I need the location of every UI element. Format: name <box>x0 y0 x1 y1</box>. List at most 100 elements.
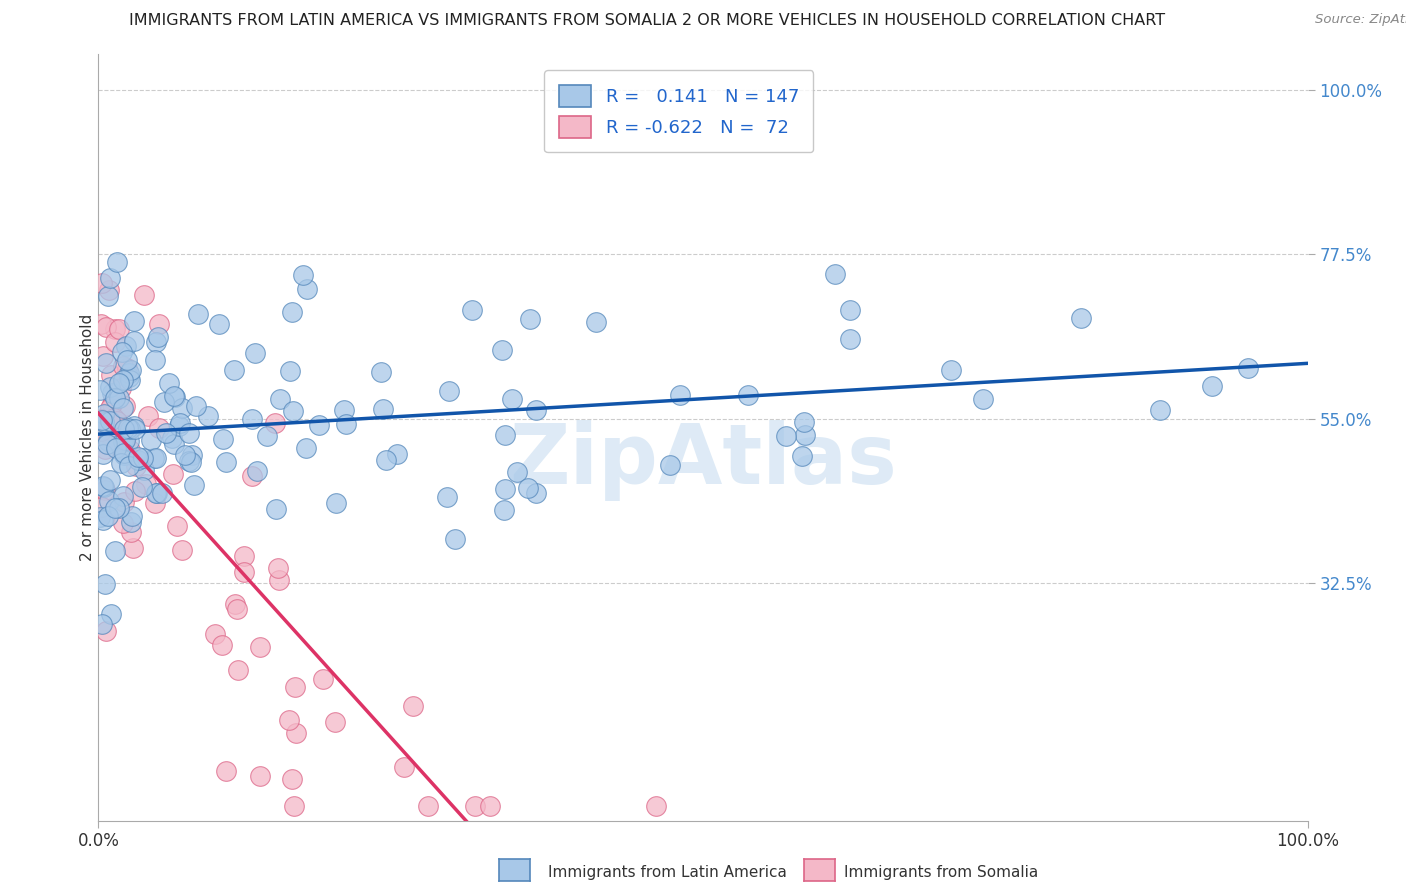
Point <box>97 494 120 508</box>
Point <box>122 314 145 328</box>
Point <box>492 502 515 516</box>
Point <box>494 482 516 496</box>
Point <box>117 369 139 384</box>
Point <box>115 352 138 367</box>
Point <box>208 317 231 331</box>
Point <box>172 543 194 558</box>
Point <box>166 519 188 533</box>
Point <box>112 448 135 462</box>
Point <box>278 713 301 727</box>
Point <box>93 479 115 493</box>
Point <box>146 329 169 343</box>
Point <box>269 392 291 407</box>
Point <box>112 495 135 509</box>
Point <box>312 672 335 686</box>
Point <box>98 473 121 487</box>
Point <box>91 349 114 363</box>
Point <box>243 346 266 360</box>
Point <box>264 416 287 430</box>
Point <box>135 476 157 491</box>
Point <box>91 500 114 515</box>
Point <box>170 401 193 416</box>
Point <box>139 433 162 447</box>
Point <box>98 401 121 416</box>
Point <box>108 376 131 390</box>
Point <box>122 334 145 348</box>
Point <box>110 456 132 470</box>
Point <box>256 428 278 442</box>
Point <box>104 544 127 558</box>
Point <box>97 509 120 524</box>
Point <box>177 425 200 440</box>
Point <box>120 362 142 376</box>
Point <box>120 515 142 529</box>
Point <box>278 364 301 378</box>
Point <box>374 452 396 467</box>
Point <box>187 307 209 321</box>
Point <box>264 501 287 516</box>
Point <box>120 525 142 540</box>
Point <box>211 638 233 652</box>
Point <box>98 380 121 394</box>
Point <box>124 483 146 498</box>
Point <box>117 420 139 434</box>
Point <box>150 486 173 500</box>
Point <box>824 267 846 281</box>
Point <box>89 424 111 438</box>
Point <box>103 415 125 429</box>
Point <box>103 393 125 408</box>
Point <box>180 449 202 463</box>
Point <box>93 577 115 591</box>
Point <box>103 391 125 405</box>
Point <box>516 481 538 495</box>
Point <box>118 367 141 381</box>
Point <box>519 312 541 326</box>
Point <box>240 412 263 426</box>
Point <box>145 450 167 465</box>
Point <box>267 573 290 587</box>
Point <box>97 434 120 449</box>
Point <box>110 381 132 395</box>
Point <box>104 334 127 349</box>
Point <box>371 402 394 417</box>
Point <box>138 409 160 423</box>
Point <box>104 419 127 434</box>
Point <box>335 417 357 432</box>
Point <box>283 799 305 814</box>
Point <box>501 392 523 406</box>
Point <box>585 315 607 329</box>
Point <box>155 426 177 441</box>
Point <box>93 512 115 526</box>
Point <box>101 386 124 401</box>
Point <box>94 624 117 639</box>
Point <box>295 441 318 455</box>
Point <box>295 282 318 296</box>
Point <box>94 356 117 370</box>
Point <box>111 401 134 416</box>
Point <box>90 317 112 331</box>
Point <box>143 352 166 367</box>
Point <box>281 772 304 787</box>
Point <box>142 450 165 465</box>
Point <box>332 403 354 417</box>
Point <box>479 799 502 814</box>
Point <box>177 454 200 468</box>
Point <box>246 464 269 478</box>
Point <box>385 447 408 461</box>
Point <box>249 640 271 655</box>
Point <box>232 565 254 579</box>
Point <box>160 431 183 445</box>
Point <box>222 363 245 377</box>
Point <box>939 362 962 376</box>
Point <box>157 376 180 391</box>
Point <box>439 384 461 398</box>
Point <box>197 409 219 424</box>
Point <box>101 436 124 450</box>
Point <box>793 415 815 429</box>
Point <box>645 799 668 814</box>
Point <box>292 268 315 283</box>
Point <box>94 320 117 334</box>
Point <box>118 459 141 474</box>
Point <box>162 467 184 482</box>
Point <box>1070 311 1092 326</box>
